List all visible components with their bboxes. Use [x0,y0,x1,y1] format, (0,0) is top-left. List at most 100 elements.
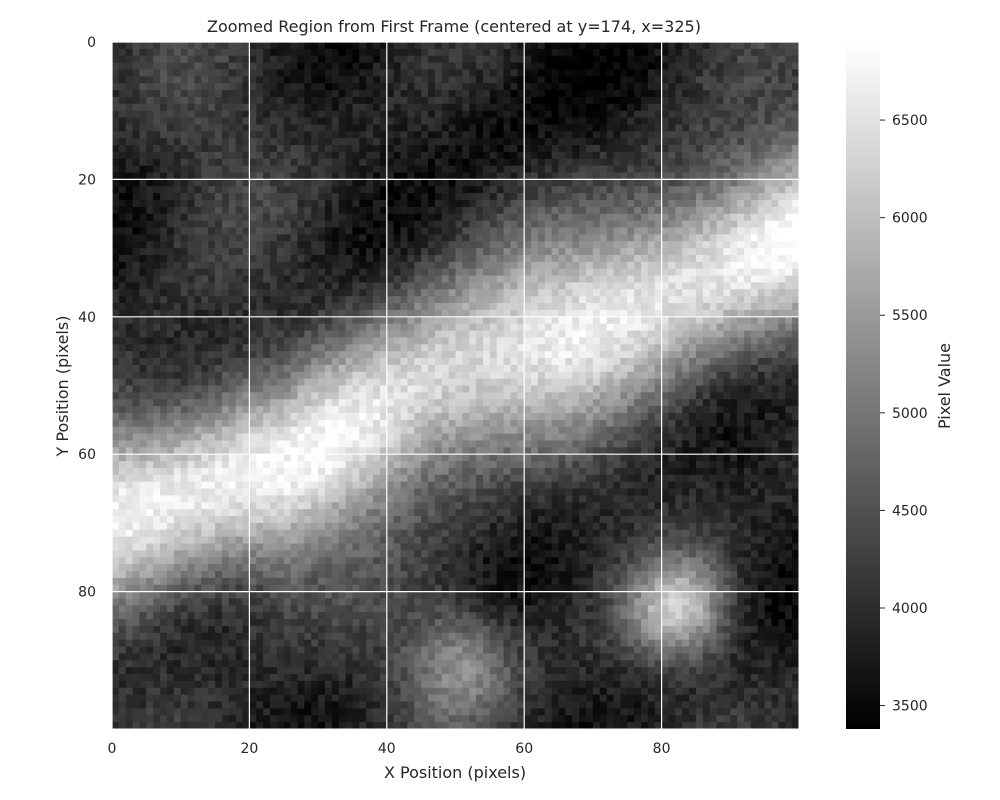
heatmap-cell [586,206,594,215]
heatmap-cell [270,227,278,235]
heatmap-cell [771,213,779,222]
heatmap-cell [166,151,175,160]
heatmap-cell [311,69,319,77]
heatmap-cell [366,193,374,201]
heatmap-cell [599,172,608,180]
heatmap-cell [778,90,786,98]
heatmap-cell [112,344,120,352]
heatmap-cell [544,358,553,366]
heatmap-cell [263,234,271,242]
heatmap-cell [565,254,573,263]
heatmap-cell [352,138,360,146]
heatmap-cell [737,268,745,276]
heatmap-cell [496,151,504,160]
heatmap-cell [304,248,312,256]
heatmap-cell [228,158,237,167]
heatmap-cell [469,206,477,215]
heatmap-cell [290,309,298,318]
heatmap-cell [476,69,484,77]
heatmap-cell [537,227,546,235]
heatmap-cell [668,364,676,373]
heatmap-cell [695,76,704,84]
heatmap-cell [620,241,628,249]
heatmap-cell [386,351,395,359]
heatmap-cell [592,330,601,338]
heatmap-cell [235,165,243,173]
heatmap-cell [565,186,573,194]
heatmap-cell [586,337,594,345]
heatmap-cell [640,55,649,64]
heatmap-cell [352,309,360,318]
heatmap-cell [730,103,738,112]
heatmap-cell [407,90,415,98]
heatmap-cell [331,124,340,132]
heatmap-cell [235,151,243,160]
heatmap-cell [654,83,662,91]
heatmap-cell [702,62,711,70]
heatmap-cell [235,42,243,50]
heatmap-cell [194,193,202,201]
heatmap-cell [215,364,223,373]
heatmap-cell [675,48,683,57]
heatmap-cell [166,358,175,366]
heatmap-cell [318,241,326,249]
heatmap-cell [283,296,292,304]
heatmap-cell [146,234,154,242]
heatmap-cell [215,358,223,366]
heatmap-cell [352,227,360,235]
heatmap-cell [524,261,532,270]
heatmap-cell [531,378,539,386]
heatmap-cell [661,303,669,311]
heatmap-cell [634,179,642,187]
heatmap-cell [139,275,147,283]
heatmap-cell [606,103,614,112]
heatmap-cell [750,330,759,338]
heatmap-cell [517,241,525,249]
heatmap-cell [311,330,319,338]
heatmap-cell [482,234,491,242]
heatmap-cell [386,69,395,77]
heatmap-cell [709,165,717,173]
heatmap-cell [613,282,621,290]
heatmap-cell [132,309,140,318]
heatmap-cell [709,200,717,208]
heatmap-cell [112,282,120,290]
heatmap-cell [221,200,230,208]
heatmap-cell [166,296,175,304]
heatmap-cell [304,220,312,228]
heatmap-cell [256,337,264,345]
heatmap-cell [785,165,793,173]
heatmap-cell [173,364,182,373]
heatmap-cell [166,309,175,318]
heatmap-cell [510,165,518,173]
heatmap-cell [421,282,429,290]
heatmap-cell [737,241,745,249]
heatmap-cell [311,234,319,242]
heatmap-cell [393,227,401,235]
heatmap-cell [764,227,772,235]
heatmap-cell [551,158,559,167]
heatmap-cell [379,309,388,318]
heatmap-cell [682,62,690,70]
heatmap-cell [579,261,587,270]
heatmap-cell [482,378,491,386]
heatmap-cell [160,48,168,57]
heatmap-cell [428,90,436,98]
heatmap-cell [689,330,697,338]
heatmap-cell [242,337,250,345]
heatmap-cell [634,200,642,208]
heatmap-cell [283,48,292,57]
heatmap-cell [379,117,388,125]
heatmap-cell [400,206,408,215]
heatmap-cell [311,351,319,359]
heatmap-cell [166,103,175,112]
heatmap-cell [201,227,209,235]
heatmap-cell [194,117,202,125]
heatmap-cell [723,303,731,311]
heatmap-cell [345,248,353,256]
heatmap-cell [482,344,491,352]
heatmap-cell [139,289,147,297]
heatmap-cell [565,248,573,256]
heatmap-cell [242,42,250,50]
heatmap-cell [400,296,408,304]
